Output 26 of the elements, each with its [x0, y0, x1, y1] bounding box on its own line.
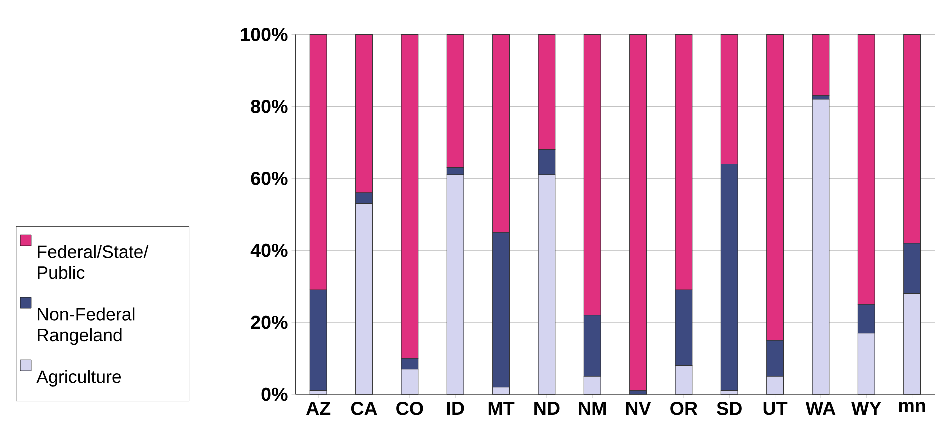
x-tick-label: OR: [670, 402, 698, 416]
y-tick-label: 0%: [262, 388, 288, 402]
x-tick-label: UT: [764, 402, 788, 416]
x-tick-label: ID: [447, 402, 464, 415]
bar: [630, 34, 648, 392]
y-tick-label: 20%: [251, 316, 288, 330]
legend-label: Agriculture: [36, 370, 122, 387]
x-tick-label: WA: [806, 402, 836, 415]
x-tick-label: NV: [626, 402, 652, 415]
legend-label: Non-Federal Rangeland: [38, 308, 135, 346]
legend-label: Federal/State/Public: [38, 245, 149, 280]
x-tick-label: CO: [396, 402, 424, 416]
x-tick-label: WY: [851, 402, 882, 415]
y-tick-label: 60%: [251, 172, 288, 186]
x-tick-label: NM: [579, 402, 606, 415]
y-tick-label: 80%: [251, 100, 288, 114]
bar: [812, 34, 830, 96]
bar: [812, 99, 830, 395]
x-tick-label: MT: [488, 402, 515, 415]
x-tick-label: mn: [899, 402, 926, 412]
x-tick-label: SD: [717, 402, 742, 416]
y-tick-label: 100%: [241, 28, 288, 42]
y-tick-label: 40%: [250, 244, 288, 258]
x-tick-label: ND: [534, 402, 560, 415]
x-tick-label: AZ: [306, 402, 331, 415]
x-tick-label: CA: [351, 402, 378, 416]
